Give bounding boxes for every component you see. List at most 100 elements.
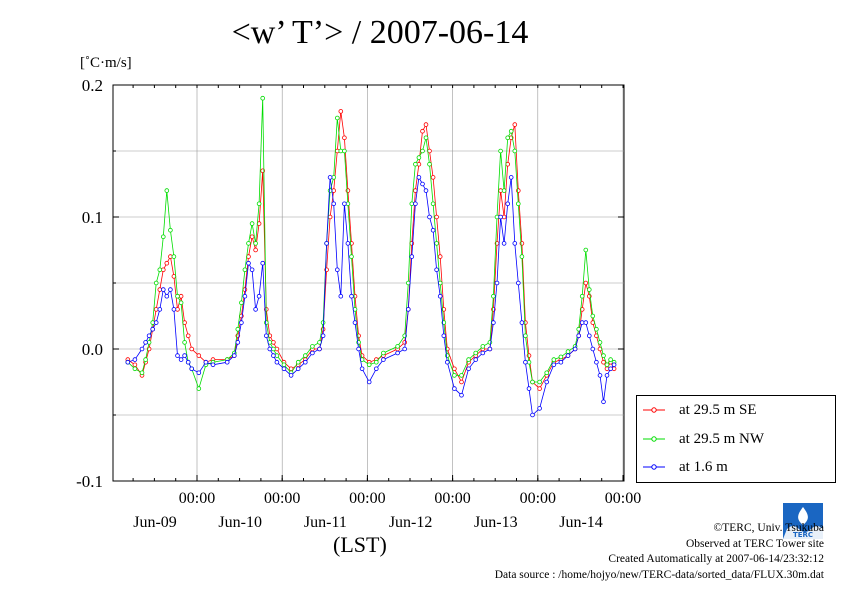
series-point-2 (565, 353, 571, 358)
series-point-2 (405, 307, 411, 312)
series-line-1 (127, 98, 615, 390)
series-point-1 (498, 148, 503, 154)
series-point-2 (331, 201, 337, 207)
series-point-2 (317, 346, 322, 352)
series-point-1 (583, 247, 589, 253)
series-point-2 (267, 346, 273, 352)
series-point-2 (168, 287, 173, 292)
series-point-2 (601, 399, 606, 405)
series-point-1 (586, 287, 592, 292)
series-point-1 (491, 293, 496, 299)
series-point-2 (608, 366, 613, 372)
series-point-2 (143, 340, 148, 345)
series-point-1 (473, 350, 479, 356)
series-point-2 (320, 333, 326, 339)
series-point-1 (196, 386, 202, 391)
created-text: Created Automatically at 2007-06-14/23:3… (608, 553, 824, 565)
series-point-2 (327, 175, 333, 180)
series-point-2 (611, 362, 617, 368)
series-point-0 (459, 379, 464, 385)
series-point-2 (263, 333, 269, 339)
series-point-2 (224, 359, 230, 365)
series-point-1 (427, 161, 432, 167)
series-point-0 (452, 366, 457, 372)
series-point-1 (157, 267, 163, 273)
series-point-0 (420, 128, 425, 134)
x-tick-time-label: 00:00 (605, 490, 641, 507)
series-point-2 (459, 392, 464, 398)
series-point-2 (249, 267, 255, 273)
y-tick-label: -0.1 (76, 472, 103, 491)
series-point-2 (161, 287, 166, 292)
series-point-2 (537, 406, 542, 411)
x-tick-date-label: Jun-14 (559, 514, 603, 531)
series-point-1 (420, 148, 425, 154)
series-point-2 (508, 175, 514, 180)
series-point-2 (530, 412, 535, 418)
chart-title: <w’ T’> / 2007-06-14 (231, 14, 529, 51)
series-point-2 (434, 267, 439, 273)
series-point-0 (249, 234, 255, 240)
series-point-1 (530, 379, 535, 385)
series-point-2 (189, 366, 195, 372)
series-point-2 (185, 359, 191, 365)
series-point-2 (366, 379, 372, 385)
series-point-0 (583, 280, 589, 286)
series-point-2 (427, 214, 432, 220)
series-point-1 (608, 357, 613, 362)
series-point-1 (523, 333, 528, 339)
series-point-1 (178, 300, 184, 306)
series-point-1 (260, 95, 266, 101)
series-point-1 (161, 234, 166, 240)
series-point-1 (459, 373, 464, 378)
svg-text:TERC: TERC (793, 531, 813, 539)
series-point-2 (359, 366, 365, 372)
series-point-2 (416, 175, 422, 180)
series-point-2 (505, 201, 511, 207)
series-point-0 (185, 333, 191, 339)
series-point-1 (256, 201, 262, 207)
series-point-2 (395, 350, 400, 356)
series-point-1 (153, 280, 159, 286)
series-point-2 (302, 359, 308, 365)
series-point-2 (597, 373, 603, 378)
series-point-2 (345, 241, 351, 246)
series-point-2 (171, 307, 177, 312)
y-tick-label: 0.0 (82, 340, 103, 359)
series-point-1 (430, 201, 436, 207)
x-tick-time-label: 00:00 (520, 490, 556, 507)
series-point-2 (146, 333, 152, 339)
x-tick-date-label: Jun-11 (304, 514, 347, 531)
series-point-2 (178, 357, 184, 362)
series-point-1 (413, 161, 418, 167)
series-point-1 (565, 349, 571, 354)
series-point-2 (256, 293, 262, 299)
series-point-1 (366, 362, 372, 368)
series-point-1 (590, 313, 596, 319)
series-point-1 (239, 300, 244, 306)
series-point-1 (537, 379, 542, 385)
series-point-1 (246, 241, 251, 246)
y-axis-unit: [˚C·m/s] (80, 55, 132, 71)
series-point-0 (196, 353, 202, 358)
series-point-2 (310, 350, 315, 356)
series-point-2 (466, 366, 471, 372)
series-point-2 (150, 326, 156, 332)
series-point-2 (487, 346, 493, 352)
series-point-1 (242, 267, 248, 273)
series-point-0 (537, 386, 542, 391)
series-point-1 (132, 366, 138, 372)
series-point-1 (381, 350, 386, 356)
series-point-2 (452, 386, 457, 391)
series-point-2 (519, 320, 525, 325)
series-point-1 (302, 353, 308, 358)
series-point-2 (515, 280, 521, 286)
series-point-2 (288, 373, 294, 378)
series-point-1 (416, 155, 422, 160)
series-point-1 (253, 241, 258, 246)
y-tick-label: 0.1 (82, 208, 103, 227)
series-point-1 (505, 135, 511, 141)
series-point-2 (590, 346, 596, 352)
series-point-2 (526, 386, 532, 391)
series-point-0 (342, 135, 347, 141)
